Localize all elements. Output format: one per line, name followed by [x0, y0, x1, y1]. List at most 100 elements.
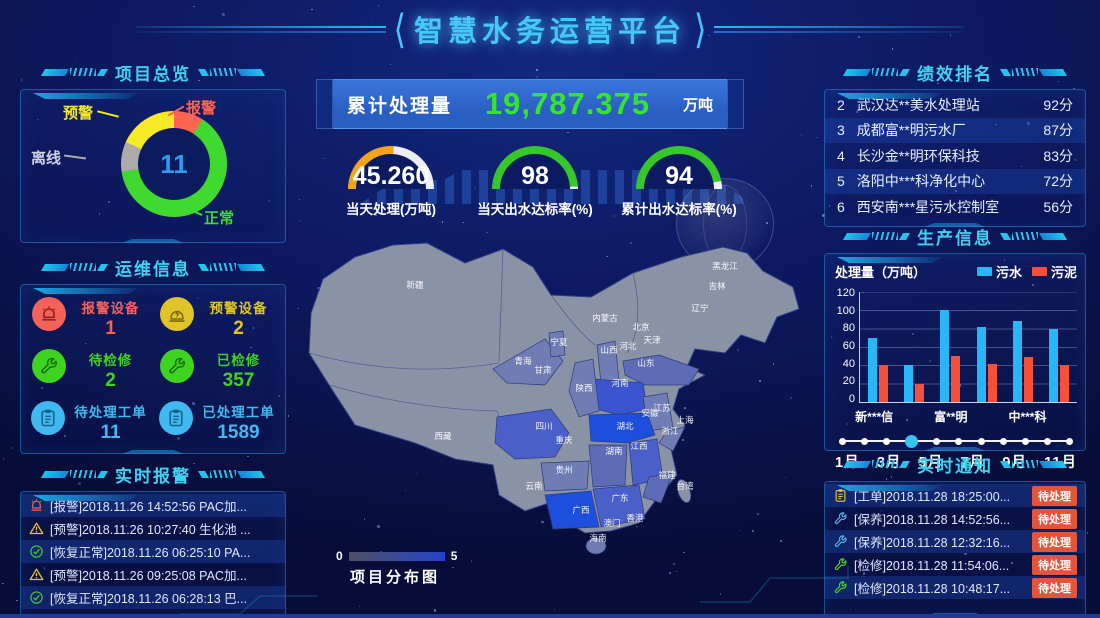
province-label-西藏: 西藏 [434, 431, 452, 441]
ops-stat-item[interactable]: 已处理工单 1589 [153, 401, 281, 444]
notification-row[interactable]: [保养]2018.11.28 14:52:56... 待处理 [825, 507, 1085, 530]
star [536, 69, 538, 71]
legend-item-污泥[interactable]: 污泥 [1032, 262, 1077, 281]
station-name: 成都富**明污水厂 [857, 120, 1032, 140]
province-label-青海: 青海 [514, 356, 532, 366]
timeline-dot[interactable] [883, 438, 890, 445]
bar-污泥[interactable] [1060, 365, 1069, 402]
donut-callout-line [97, 110, 119, 117]
timeline-dot[interactable] [1022, 438, 1029, 445]
timeline-dot[interactable] [978, 438, 985, 445]
ranking-row[interactable]: 6 西安南***星污水控制室 56分 [825, 194, 1085, 220]
timeline-dot[interactable] [1044, 438, 1051, 445]
notification-row[interactable]: [检修]2018.11.28 11:54:06... 待处理 [825, 553, 1085, 576]
station-score: 72分 [1043, 171, 1073, 191]
header-line-left [136, 25, 386, 34]
notification-row[interactable]: [保养]2018.11.28 12:32:16... 待处理 [825, 530, 1085, 553]
station-score: 92分 [1043, 95, 1073, 115]
pending-badge-button[interactable]: 待处理 [1032, 555, 1077, 575]
bar-chart: 120 100 80 60 40 20 0 [825, 283, 1085, 405]
x-category-label: 中***科 [1008, 408, 1046, 425]
ops-stat-item[interactable]: 预警设备 2 [153, 297, 281, 340]
x-category-label [893, 408, 931, 425]
ops-stat-label: 待检修 [89, 349, 133, 369]
y-tick: 0 [849, 393, 855, 405]
province-label-江西: 江西 [630, 441, 647, 451]
bar-污水[interactable] [1049, 329, 1058, 402]
star [817, 137, 819, 139]
alarm-row[interactable]: [恢复正常]2018.11.26 06:25:10 PA... [21, 540, 285, 563]
province-label-重庆: 重庆 [555, 435, 573, 445]
header-decoration-icon [845, 232, 908, 240]
donut-callout-line [64, 154, 86, 159]
province-label-吉林: 吉林 [708, 281, 726, 291]
ranking-row[interactable]: 4 长沙金**明环保科技 83分 [825, 143, 1085, 169]
timeline-dot[interactable] [861, 438, 868, 445]
chart-legend: 污水 污泥 [977, 262, 1077, 281]
bar-污水[interactable] [977, 327, 986, 402]
province-label-山西: 山西 [600, 345, 617, 355]
timeline-dot[interactable] [955, 438, 962, 445]
province-label-辽宁: 辽宁 [691, 303, 708, 313]
bar-污泥[interactable] [988, 364, 997, 403]
alarm-row[interactable]: [预警]2018.11.26 10:27:40 生化池 ... [21, 517, 285, 540]
gauge-label: 当天出水达标率(%) [470, 198, 600, 218]
ranking-row[interactable]: 2 武汉达**美水处理站 92分 [825, 92, 1085, 118]
pending-badge-button[interactable]: 待处理 [1032, 578, 1077, 598]
ops-stat-label: 预警设备 [210, 297, 268, 317]
timeline-dot[interactable] [933, 438, 940, 445]
bar-污泥[interactable] [915, 384, 924, 402]
bar-污水[interactable] [904, 365, 913, 402]
notification-row[interactable]: [检修]2018.11.28 10:48:17... 待处理 [825, 576, 1085, 599]
pending-badge-button[interactable]: 待处理 [1032, 486, 1077, 506]
alarm-row[interactable]: [预警]2018.11.26 09:25:08 PAC加... [21, 563, 285, 586]
pending-badge-button[interactable]: 待处理 [1032, 509, 1077, 529]
gauge-daily-volume: 45.260 当天处理(万吨) [326, 146, 456, 218]
province-label-山东: 山东 [637, 358, 654, 368]
legend-item-污水[interactable]: 污水 [977, 262, 1022, 281]
ops-stat-label: 已检修 [217, 349, 261, 369]
legend-label: 污水 [996, 262, 1022, 281]
warning-icon [29, 521, 44, 536]
timeline-dot[interactable] [1000, 438, 1007, 445]
ops-stat-value: 2 [233, 318, 244, 340]
ops-stat-item[interactable]: 已检修 357 [153, 349, 281, 392]
bar-group [940, 310, 960, 402]
angle-bracket-right: ⟩ [694, 9, 706, 49]
bar-污水[interactable] [940, 310, 949, 402]
bar-污泥[interactable] [1024, 357, 1033, 402]
timeline-dot[interactable] [839, 438, 846, 445]
ops-stat-item[interactable]: 待处理工单 11 [25, 401, 153, 444]
province-label-宁夏: 宁夏 [550, 337, 568, 347]
bar-污泥[interactable] [879, 365, 888, 402]
province-label-广西: 广西 [572, 505, 589, 515]
alarm-row[interactable]: [报警]2018.11.26 14:52:56 PAC加... [21, 494, 285, 517]
bar-污水[interactable] [868, 338, 877, 402]
row-text: [预警]2018.11.26 09:25:08 PAC加... [50, 565, 247, 584]
stat-value: 19,787.375 [452, 86, 683, 122]
province-label-河北: 河北 [619, 341, 637, 351]
row-text: [保养]2018.11.28 14:52:56... [854, 509, 1010, 528]
timeline-dot-active[interactable] [905, 435, 918, 448]
ranking-row[interactable]: 5 洛阳中***科净化中心 72分 [825, 169, 1085, 195]
pending-badge-button[interactable]: 待处理 [1032, 532, 1077, 552]
panel-ops-info: 运维信息 报警设备 1 预警设备 2 待检修 2 已检修 357 待处理工单 11 已处理工单 158… [20, 255, 286, 454]
legend-swatch [977, 267, 992, 276]
notification-row[interactable]: [工单]2018.11.28 18:25:00... 待处理 [825, 484, 1085, 507]
panel-header: 项目总览 [20, 60, 286, 84]
timeline-dot[interactable] [1066, 438, 1073, 445]
y-tick: 120 [837, 287, 855, 299]
province-label-四川: 四川 [535, 421, 552, 431]
bar-污水[interactable] [1013, 321, 1022, 402]
header-decoration-icon [1002, 68, 1065, 76]
ops-stat-item[interactable]: 待检修 2 [25, 349, 153, 392]
ranking-row[interactable]: 3 成都富**明污水厂 87分 [825, 118, 1085, 144]
x-category-label: 富**明 [932, 408, 970, 425]
check-icon [29, 544, 44, 559]
ops-stat-item[interactable]: 报警设备 1 [25, 297, 153, 340]
gauge-daily-compliance: 98 当天出水达标率(%) [470, 146, 600, 218]
clipboard-icon [833, 488, 848, 503]
cumulative-volume-stat-bar: 累计处理量 19,787.375 万吨 [316, 79, 744, 129]
province-label-湖南: 湖南 [605, 446, 622, 456]
bar-污泥[interactable] [951, 356, 960, 402]
